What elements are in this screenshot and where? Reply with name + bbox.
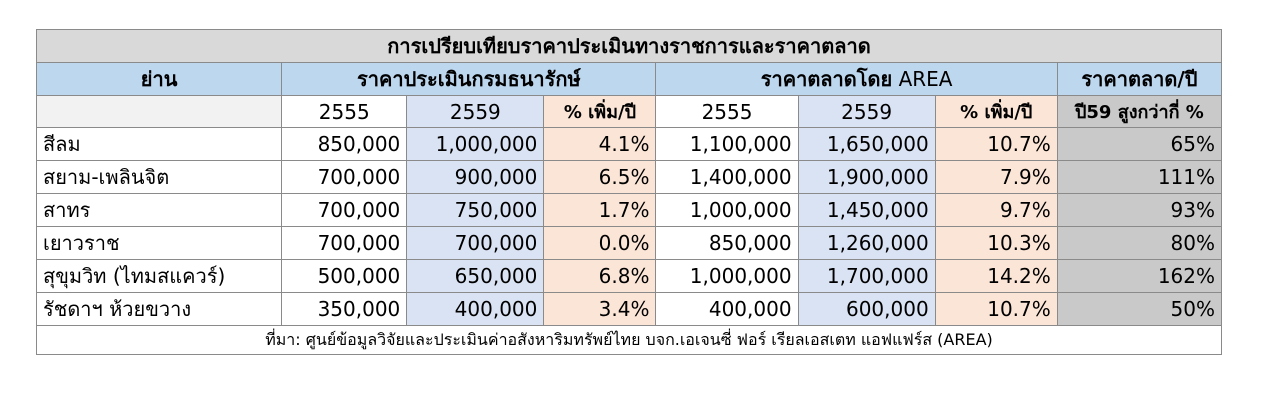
gov-2555-cell: 700,000	[281, 193, 408, 227]
mkt-2555-cell: 850,000	[655, 226, 799, 260]
gov-growth-cell: 3.4%	[543, 292, 657, 326]
subheader-higher: ปี59 สูงกว่ากี่ %	[1056, 95, 1223, 128]
gov-2555-cell: 500,000	[281, 259, 408, 293]
table-row: สุขุมวิท (ไทมสแควร์) 500,000 650,000 6.8…	[35, 259, 1223, 293]
mkt-2559-cell: 600,000	[797, 292, 936, 326]
higher-cell: 80%	[1056, 226, 1223, 260]
market-price-header-label: ราคาตลาดโดย	[760, 67, 893, 91]
mkt-2555-cell: 1,000,000	[655, 193, 799, 227]
area-cell: เยาวราช	[35, 226, 283, 260]
source-row: ที่มา: ศูนย์ข้อมูลวิจัยและประเมินค่าอสัง…	[36, 325, 1222, 355]
gov-2555-cell: 700,000	[281, 160, 408, 194]
gov-2555-cell: 700,000	[281, 226, 408, 260]
subheader-mkt-2559: 2559	[797, 95, 936, 128]
area-cell: สาทร	[35, 193, 283, 227]
table-title: การเปรียบเทียบราคาประเมินทางราชการและราค…	[36, 29, 1222, 63]
market-ratio-header: ราคาตลาด/ปี	[1056, 62, 1223, 96]
title-row: การเปรียบเทียบราคาประเมินทางราชการและราค…	[36, 29, 1222, 63]
market-price-header: ราคาตลาดโดย AREA	[655, 62, 1058, 96]
gov-2559-cell: 900,000	[406, 160, 545, 194]
gov-2555-cell: 850,000	[281, 127, 408, 161]
gov-growth-cell: 6.5%	[543, 160, 657, 194]
mkt-2559-cell: 1,900,000	[797, 160, 936, 194]
mkt-growth-cell: 14.2%	[934, 259, 1058, 293]
mkt-2555-cell: 400,000	[655, 292, 799, 326]
higher-cell: 111%	[1056, 160, 1223, 194]
higher-cell: 50%	[1056, 292, 1223, 326]
gov-2559-cell: 400,000	[406, 292, 545, 326]
gov-price-header: ราคาประเมินกรมธนารักษ์	[281, 62, 657, 96]
mkt-growth-cell: 10.7%	[934, 127, 1058, 161]
area-cell: สีลม	[35, 127, 283, 161]
market-price-header-source: AREA	[898, 67, 953, 91]
higher-cell: 65%	[1056, 127, 1223, 161]
price-comparison-table: การเปรียบเทียบราคาประเมินทางราชการและราค…	[35, 29, 1223, 355]
gov-2555-cell: 350,000	[281, 292, 408, 326]
source-note: ที่มา: ศูนย์ข้อมูลวิจัยและประเมินค่าอสัง…	[36, 325, 1222, 355]
area-header: ย่าน	[35, 62, 283, 96]
mkt-2555-cell: 1,000,000	[655, 259, 799, 293]
higher-cell: 93%	[1056, 193, 1223, 227]
table-row: สีลม 850,000 1,000,000 4.1% 1,100,000 1,…	[35, 127, 1223, 161]
table-row: สาทร 700,000 750,000 1.7% 1,000,000 1,45…	[35, 193, 1223, 227]
mkt-growth-cell: 10.7%	[934, 292, 1058, 326]
mkt-2559-cell: 1,260,000	[797, 226, 936, 260]
mkt-growth-cell: 7.9%	[934, 160, 1058, 194]
gov-growth-cell: 1.7%	[543, 193, 657, 227]
gov-2559-cell: 700,000	[406, 226, 545, 260]
mkt-2555-cell: 1,400,000	[655, 160, 799, 194]
subheader-gov-growth: % เพิ่ม/ปี	[543, 95, 657, 128]
gov-growth-cell: 6.8%	[543, 259, 657, 293]
area-cell: รัชดาฯ ห้วยขวาง	[35, 292, 283, 326]
higher-cell: 162%	[1056, 259, 1223, 293]
subheader-mkt-2555: 2555	[655, 95, 799, 128]
table-row: เยาวราช 700,000 700,000 0.0% 850,000 1,2…	[35, 226, 1223, 260]
mkt-growth-cell: 9.7%	[934, 193, 1058, 227]
mkt-2559-cell: 1,700,000	[797, 259, 936, 293]
header-row: ย่าน ราคาประเมินกรมธนารักษ์ ราคาตลาดโดย …	[35, 62, 1223, 96]
mkt-2559-cell: 1,650,000	[797, 127, 936, 161]
gov-growth-cell: 0.0%	[543, 226, 657, 260]
mkt-2559-cell: 1,450,000	[797, 193, 936, 227]
subheader-mkt-growth: % เพิ่ม/ปี	[934, 95, 1058, 128]
subheader-gov-2555: 2555	[281, 95, 408, 128]
area-cell: สุขุมวิท (ไทมสแควร์)	[35, 259, 283, 293]
table-row: รัชดาฯ ห้วยขวาง 350,000 400,000 3.4% 400…	[35, 292, 1223, 326]
gov-2559-cell: 1,000,000	[406, 127, 545, 161]
subheader-row: 2555 2559 % เพิ่ม/ปี 2555 2559 % เพิ่ม/ป…	[35, 95, 1223, 128]
mkt-2555-cell: 1,100,000	[655, 127, 799, 161]
table-row: สยาม-เพลินจิต 700,000 900,000 6.5% 1,400…	[35, 160, 1223, 194]
gov-2559-cell: 750,000	[406, 193, 545, 227]
gov-2559-cell: 650,000	[406, 259, 545, 293]
area-cell: สยาม-เพลินจิต	[35, 160, 283, 194]
subheader-gov-2559: 2559	[406, 95, 545, 128]
table-body: การเปรียบเทียบราคาประเมินทางราชการและราค…	[35, 29, 1223, 355]
mkt-growth-cell: 10.3%	[934, 226, 1058, 260]
gov-growth-cell: 4.1%	[543, 127, 657, 161]
subheader-blank	[35, 95, 283, 128]
